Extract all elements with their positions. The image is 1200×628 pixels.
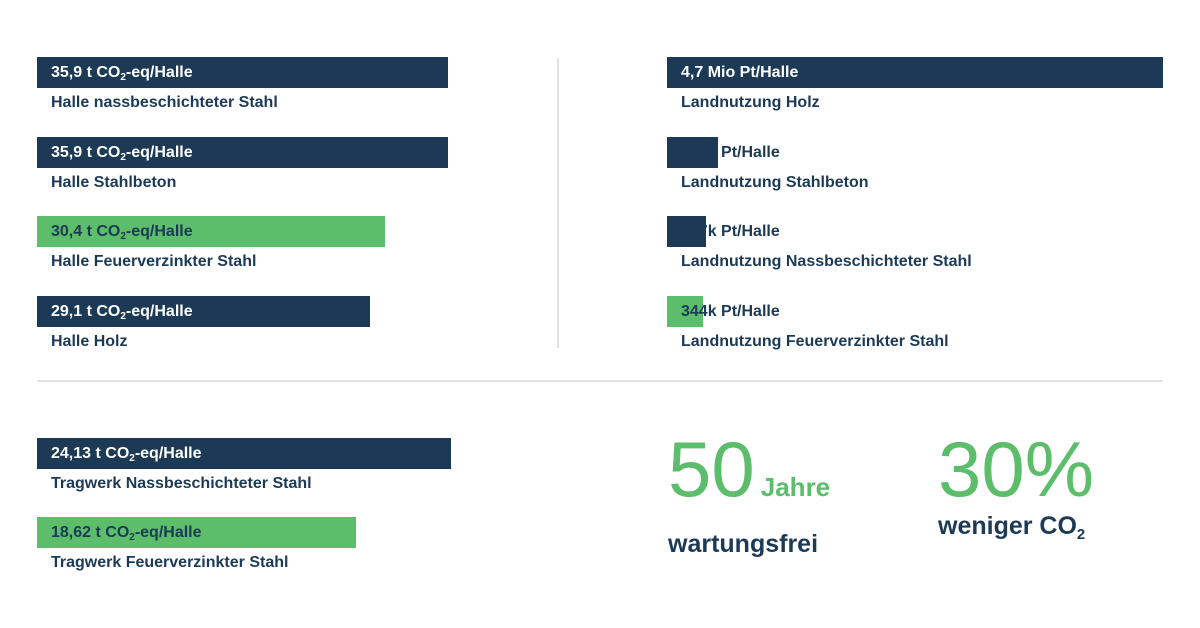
bar-row: 367k Pt/Halle Landnutzung Nassbeschichtet…	[667, 216, 1200, 276]
bar	[37, 517, 357, 548]
bar	[667, 295, 704, 327]
stat-maintenance-unit: Jahre	[760, 472, 831, 502]
bar-value-label: 35,9 t CO2-eq/Halle	[51, 137, 193, 168]
bar-row: 18,62 t CO2-eq/Halle Tragwerk Feuerverzin…	[37, 517, 577, 577]
bar-value-label: 367k Pt/Halle	[681, 216, 780, 247]
bar-row: 35,9 t CO2-eq/Halle Halle nassbeschichtet…	[37, 57, 577, 117]
category-label: Tragwerk Nassbeschichteter Stahl	[51, 475, 312, 492]
category-label: Tragwerk Feuerverzinkter Stahl	[51, 554, 289, 571]
bar-value-text: 18,62 t CO	[51, 524, 130, 541]
bar-value-label: 30,4 t CO2-eq/Halle	[51, 216, 193, 247]
bar	[37, 295, 371, 327]
bar-row: 344k Pt/Halle Landnutzung Feuerverzinkter…	[667, 295, 1200, 356]
bar-value-subscript: 2	[129, 453, 135, 464]
bar-row: 35,9 t CO2-eq/Halle Halle Stahlbeton	[37, 136, 577, 197]
bar-row: 30,4 t CO2-eq/Halle Halle Feuerverzinkter…	[37, 216, 577, 276]
bar	[37, 136, 448, 168]
bar-value-text: 29,1 t CO	[51, 302, 121, 320]
bar-value-label: 344k Pt/Halle	[681, 296, 780, 327]
bar-value-text: 484k Pt/Halle	[681, 143, 780, 161]
bar-value-text: 344k Pt/Halle	[681, 302, 780, 320]
bar-value-unit: -eq/Halle	[134, 445, 202, 462]
bar-value-unit: -eq/Halle	[125, 143, 193, 161]
stat-co2-reduction-label-text: weniger CO	[938, 512, 1077, 540]
chart-landnutzung: 4,7 Mio Pt/Halle Landnutzung Holz 484k Pt/…	[667, 57, 1200, 357]
stat-co2-reduction-label: weniger CO2	[938, 512, 1094, 543]
bar-value-text: 35,9 t CO	[51, 143, 121, 161]
stat-co2-reduction-subscript: 2	[1076, 526, 1086, 543]
category-label: Halle nassbeschichteter Stahl	[51, 94, 278, 111]
bar-value-text: 367k Pt/Halle	[681, 223, 780, 240]
bar-value-subscript: 2	[129, 532, 135, 543]
stat-co2-reduction-number: 30%	[938, 425, 1095, 513]
stat-maintenance-number: 50	[668, 425, 755, 513]
horizontal-divider	[37, 380, 1163, 382]
bar-value-label: 35,9 t CO2-eq/Halle	[51, 57, 193, 88]
category-label: Landnutzung Nassbeschichteter Stahl	[681, 253, 972, 270]
stat-maintenance-value: 50 Jahre	[668, 430, 830, 526]
bar-value-subscript: 2	[120, 151, 126, 163]
category-label: Landnutzung Stahlbeton	[681, 173, 869, 191]
bar-value-text: 4,7 Mio Pt/Halle	[681, 64, 799, 81]
bar-value-unit: -eq/Halle	[125, 64, 193, 81]
bar-value-text: 35,9 t CO	[51, 64, 121, 81]
stat-maintenance: 50 Jahre wartungsfrei	[668, 430, 830, 559]
bar	[37, 57, 448, 88]
bar-value-unit: -eq/Halle	[125, 223, 193, 240]
bar	[667, 136, 719, 168]
bar	[37, 216, 386, 247]
category-label: Halle Stahlbeton	[51, 173, 177, 191]
bar-value-text: 30,4 t CO	[51, 223, 121, 240]
stat-co2-reduction-value: 30%	[938, 430, 1094, 508]
bar-value-label: 18,62 t CO2-eq/Halle	[51, 517, 202, 548]
bar-value-label: 24,13 t CO2-eq/Halle	[51, 438, 202, 469]
bar	[667, 57, 1163, 88]
bar-value-label: 29,1 t CO2-eq/Halle	[51, 296, 193, 327]
bar-row: 484k Pt/Halle Landnutzung Stahlbeton	[667, 136, 1200, 197]
bar-value-subscript: 2	[120, 310, 126, 322]
chart-co2-tragwerk: 24,13 t CO2-eq/Halle Tragwerk Nassbeschic…	[37, 438, 577, 598]
stat-maintenance-label: wartungsfrei	[668, 530, 830, 559]
vertical-divider	[557, 58, 559, 348]
bar-value-label: 4,7 Mio Pt/Halle	[681, 57, 798, 88]
category-label: Landnutzung Feuerverzinkter Stahl	[681, 332, 949, 350]
category-label: Landnutzung Holz	[681, 94, 820, 111]
bar-value-subscript: 2	[120, 72, 126, 83]
stat-maintenance-label-text: wartungsfrei	[668, 530, 819, 558]
bar-value-label: 484k Pt/Halle	[681, 137, 780, 168]
bar-value-unit: -eq/Halle	[134, 524, 202, 541]
bar	[37, 438, 451, 469]
bar-value-unit: -eq/Halle	[125, 302, 193, 320]
category-label: Halle Feuerverzinkter Stahl	[51, 253, 257, 270]
bar-value-subscript: 2	[120, 231, 126, 242]
bar-row: 24,13 t CO2-eq/Halle Tragwerk Nassbeschic…	[37, 438, 577, 498]
bar-row: 4,7 Mio Pt/Halle Landnutzung Holz	[667, 57, 1200, 117]
bar	[667, 216, 706, 247]
bar-row: 29,1 t CO2-eq/Halle Halle Holz	[37, 295, 577, 356]
stat-co2-reduction: 30% weniger CO2	[938, 430, 1094, 543]
chart-co2-halle: 35,9 t CO2-eq/Halle Halle nassbeschichtet…	[37, 57, 577, 357]
bar-value-text: 24,13 t CO	[51, 445, 130, 462]
category-label: Halle Holz	[51, 332, 128, 350]
